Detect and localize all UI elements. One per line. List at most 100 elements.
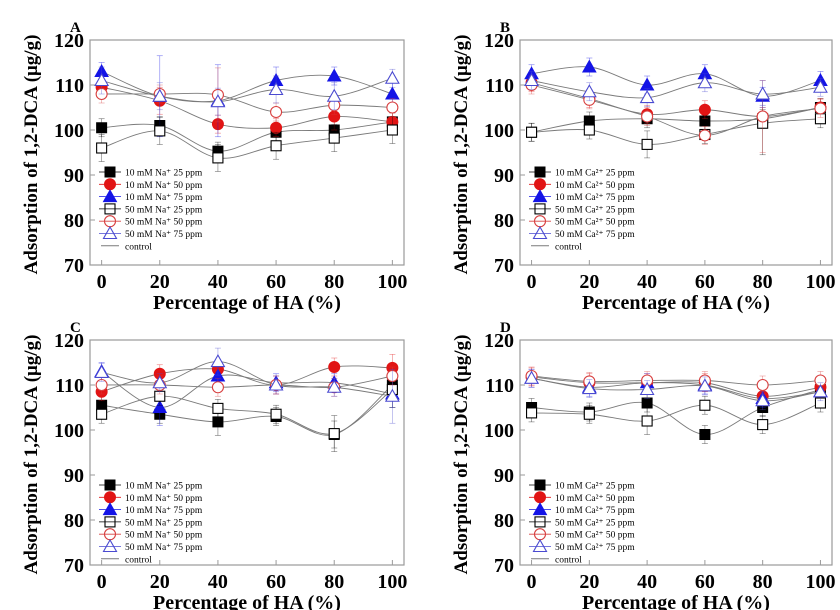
legend-label: 50 mM Ca²⁺ 50 ppm: [555, 218, 635, 228]
panel-d-point: [524, 370, 539, 384]
legend-item: 10 mM Na⁺ 75 ppm: [99, 502, 203, 516]
panel-c-point: [152, 375, 168, 389]
panel-c-point: [328, 428, 340, 440]
legend-label: 10 mM Ca²⁺ 75 ppm: [555, 193, 635, 203]
panel-a-legend: 10 mM Na⁺ 25 ppm 10 mM Na⁺ 50 ppm 10 mM Na…: [99, 166, 203, 252]
legend-item: 50 mM Ca²⁺ 75 ppm: [529, 538, 635, 553]
panel-a-ytick-label: 100: [54, 120, 84, 142]
panel-a-point: [328, 132, 340, 144]
panel-d-point: [699, 429, 711, 440]
legend-marker: [532, 225, 548, 240]
legend-item: 10 mM Ca²⁺ 50 ppm: [529, 491, 635, 504]
legend-item: 50 mM Ca²⁺ 50 ppm: [529, 215, 635, 228]
panel-d-series-4: [526, 393, 826, 435]
panel-c-frame: [89, 339, 405, 566]
panel-d-point: [583, 408, 595, 420]
panel-a-point: [268, 81, 284, 96]
panel-c: C 70 80 90 100 110 120 0 20 40 60 80 100 Percentage o…: [21, 320, 407, 610]
panel-c-point: [210, 353, 226, 368]
panel-c-xtick-label: 100: [377, 571, 407, 593]
panel-b-xtick-label: 20: [579, 271, 599, 293]
panel-d-label: D: [500, 320, 511, 336]
panel-a-point: [96, 122, 108, 134]
panel-a-point: [94, 72, 110, 87]
panel-a-point: [154, 125, 166, 137]
panel-c-xtick-label: 20: [150, 571, 170, 593]
panel-a-ytick-label: 70: [64, 255, 84, 277]
panel-c-point: [268, 377, 284, 391]
panel-b-point: [581, 59, 597, 73]
panel-c-ytick-label: 110: [55, 375, 84, 397]
legend-item: 10 mM Ca²⁺ 50 ppm: [529, 178, 635, 191]
panel-d-xtick-label: 60: [695, 571, 715, 593]
legend-marker: [532, 538, 548, 553]
panel-b-point: [814, 102, 827, 115]
panel-a-series-5: [95, 67, 399, 123]
legend-item: 50 mM Na⁺ 75 ppm: [99, 538, 203, 553]
panel-a-series-4: [96, 116, 398, 172]
panel-a-xtick-label: 40: [208, 271, 228, 293]
panel-a-point: [385, 86, 400, 100]
panel-b-ytick-label: 110: [485, 75, 514, 97]
panel-c-point: [384, 388, 400, 402]
legend-label: 50 mM Ca²⁺ 25 ppm: [555, 205, 635, 215]
panel-a-point: [326, 88, 342, 102]
panel-d-series-6-line: [531, 377, 821, 402]
panel-b-series-6-line: [531, 80, 821, 99]
panel-d-point: [526, 407, 538, 419]
panel-a-ytick-label: 110: [55, 75, 84, 97]
legend-label: 10 mM Na⁺ 25 ppm: [125, 169, 203, 179]
legend-label: 10 mM Na⁺ 25 ppm: [125, 482, 203, 492]
legend-label: 50 mM Na⁺ 25 ppm: [125, 205, 203, 215]
panel-b-point: [698, 103, 711, 116]
panel-b-ylabel: Adsorption of 1,2-DCA (μg/g): [451, 35, 472, 275]
panel-d-series-5-line: [531, 375, 821, 386]
panel-d-point: [813, 384, 828, 398]
legend-label: control: [555, 555, 582, 565]
panel-c-ytick-label: 100: [54, 420, 84, 442]
panel-c-point: [211, 381, 224, 394]
panel-c-xtick-label: 80: [324, 571, 344, 593]
legend-label: 10 mM Ca²⁺ 25 ppm: [555, 169, 635, 179]
legend-label: 50 mM Na⁺ 75 ppm: [125, 543, 203, 553]
panel-b-xtick-label: 100: [805, 271, 835, 293]
legend-item: 50 mM Na⁺ 25 ppm: [99, 203, 203, 215]
panel-d-ytick-label: 100: [484, 420, 514, 442]
legend-item: 10 mM Ca²⁺ 25 ppm: [529, 166, 635, 179]
panel-b-series-2-line: [531, 82, 821, 117]
panel-c-point: [212, 402, 224, 414]
panel-d-ytick-label: 70: [494, 555, 514, 577]
panel-b-xtick-label: 0: [527, 271, 537, 293]
panel-c-point: [152, 399, 168, 413]
legend-item: 50 mM Na⁺ 50 ppm: [99, 528, 203, 541]
panel-b-point: [756, 110, 769, 123]
legend-label: control: [555, 242, 582, 252]
legend-label: control: [125, 555, 152, 565]
panel-a-xtick-label: 60: [266, 271, 286, 293]
panel-a-series-6: [94, 66, 400, 116]
panel-c-point: [96, 408, 108, 420]
panel-b-series-6: [524, 71, 828, 108]
panel-d-point: [639, 381, 655, 396]
panel-c-series-6: [94, 347, 400, 424]
panel-b-series-5-line: [531, 84, 821, 136]
panel-b-ytick-label: 100: [484, 120, 514, 142]
panel-b-series-3: [524, 57, 828, 106]
panel-b-point: [641, 110, 654, 123]
panel-b-point: [526, 126, 538, 138]
panel-b-xtick-label: 80: [753, 271, 773, 293]
panel-b-point: [583, 124, 595, 136]
panel-d-series-5: [525, 366, 827, 395]
legend-item: 50 mM Ca²⁺ 25 ppm: [529, 516, 635, 528]
legend-label: control: [125, 242, 152, 252]
panel-a-ylabel: Adsorption of 1,2-DCA (μg/g): [21, 35, 42, 275]
panel-d: D 70 80 90 100 110 120 0 20 40 60 80 100 Percentage o…: [451, 320, 835, 610]
panel-a-series-1: [96, 112, 398, 161]
panel-a-series-3-line: [101, 71, 393, 103]
panel-d-series-3: [524, 368, 828, 408]
panel-b-point: [755, 86, 771, 100]
panel-a-point: [270, 105, 283, 119]
panel-a-ytick-label: 120: [54, 30, 84, 52]
panel-b-frame: [519, 39, 833, 266]
legend-item: 10 mM Ca²⁺ 75 ppm: [529, 189, 635, 203]
